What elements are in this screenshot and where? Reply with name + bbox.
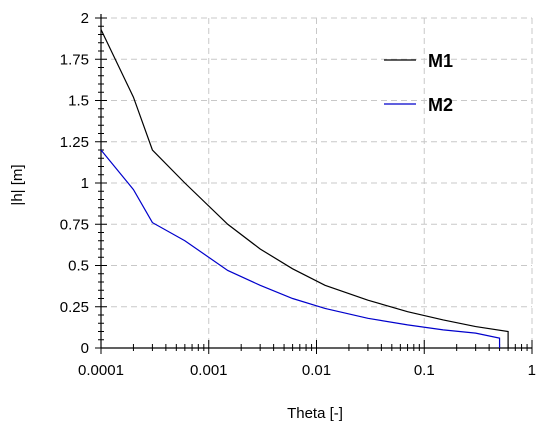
legend: M1 M2 [384,51,453,115]
y-tick-label: 0.5 [68,258,89,275]
series-layer [100,29,509,348]
y-tick-label: 0 [81,340,89,357]
y-tick-label: 2 [81,10,89,27]
x-tick-label: 0.001 [190,362,228,379]
x-tick-label: 1 [528,362,536,379]
axes [95,14,533,354]
series-line-m2 [100,149,501,348]
x-tick-label: 0.01 [302,362,331,379]
y-tick-label: 0.25 [60,299,89,316]
legend-label-m2: M2 [428,95,453,115]
grid-layer [101,17,533,348]
legend-label-m1: M1 [428,51,453,71]
series-line-m1 [100,29,509,348]
tick-labels: 0.0001 0.001 0.01 0.1 1 0 0.25 0.5 0.75 1 1.25 1.5 1… [60,10,536,379]
x-axis-title: Theta [-] [287,405,343,422]
y-axis-title: |h| [m] [9,164,26,205]
x-tick-label: 0.1 [414,362,435,379]
y-tick-label: 1.75 [60,51,89,68]
y-tick-label: 1.25 [60,134,89,151]
x-tick-label: 0.0001 [78,362,124,379]
y-tick-label: 1 [81,175,89,192]
y-tick-label: 0.75 [60,216,89,233]
y-tick-label: 1.5 [68,93,89,110]
